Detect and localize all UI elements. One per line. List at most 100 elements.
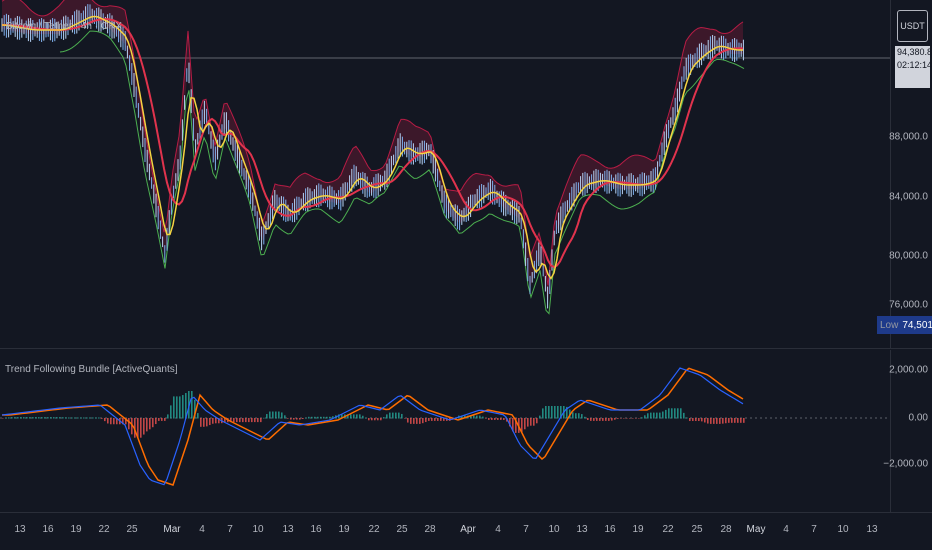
histogram-bar <box>302 418 304 420</box>
pane-separator[interactable] <box>0 348 932 349</box>
histogram-bar <box>395 412 397 419</box>
histogram-bar <box>155 418 157 425</box>
histogram-bar <box>539 415 541 419</box>
signal-line <box>2 367 744 486</box>
histogram-bar <box>728 418 730 423</box>
time-axis-label: Apr <box>460 524 476 535</box>
histogram-bar <box>695 418 697 422</box>
histogram-bar <box>197 413 199 419</box>
histogram-bar <box>224 418 226 423</box>
histogram-bar <box>56 417 58 419</box>
histogram-bar <box>341 414 343 419</box>
time-axis-label: 13 <box>866 524 878 535</box>
histogram-bar <box>443 418 445 421</box>
histogram-bar <box>182 395 184 419</box>
histogram-bar <box>98 417 100 419</box>
histogram-bar <box>392 412 394 419</box>
histogram-bar <box>50 417 52 419</box>
time-axis-label: 16 <box>310 524 322 535</box>
histogram-bar <box>434 418 436 421</box>
histogram-bar <box>113 418 115 425</box>
histogram-bar <box>584 416 586 419</box>
histogram-bar <box>299 418 301 420</box>
indicator-scale[interactable]: 2,000.00 0.00 −2,000.00 <box>883 350 932 512</box>
time-axis-label: 13 <box>282 524 294 535</box>
histogram-bar <box>323 416 325 419</box>
time-axis[interactable]: 13 16 19 22 25 Mar 4 7 10 13 16 19 22 25 28 Apr 4 7 10 13 16… <box>0 513 890 550</box>
histogram-bar <box>185 393 187 419</box>
histogram-bar <box>491 418 493 420</box>
histogram-bar <box>143 418 145 435</box>
histogram-bar <box>656 412 658 419</box>
histogram-bar <box>476 415 478 419</box>
histogram-bar <box>674 408 676 419</box>
histogram-bar <box>620 418 622 419</box>
histogram-bar <box>218 418 220 424</box>
histogram-bar <box>551 406 553 419</box>
histogram-bar <box>581 414 583 419</box>
histogram-bar <box>236 418 238 423</box>
histogram-bar <box>734 418 736 423</box>
histogram-bar <box>425 418 427 423</box>
histogram-bar <box>266 414 268 419</box>
histogram-bar <box>368 418 370 421</box>
histogram-bar <box>533 418 535 426</box>
histogram-bar <box>71 417 73 419</box>
histogram-bar <box>269 411 271 419</box>
histogram-bar <box>251 418 253 423</box>
histogram-bar <box>428 418 430 421</box>
histogram-bar <box>473 415 475 419</box>
price-chart-pane[interactable]: Bitcoin / Tether · 4h · OKX <box>0 0 890 348</box>
indicator-title[interactable]: Trend Following Bundle [ActiveQuants] <box>5 364 178 375</box>
histogram-bar <box>164 418 166 421</box>
histogram-bar <box>215 418 217 424</box>
histogram-bar <box>38 417 40 419</box>
histogram-bar <box>686 417 688 419</box>
histogram-bar <box>365 417 367 419</box>
histogram-bar <box>410 418 412 424</box>
currency-button[interactable]: USDT <box>897 10 928 42</box>
histogram-bar <box>632 418 634 419</box>
histogram-bar <box>440 418 442 421</box>
histogram-bar <box>350 414 352 419</box>
histogram-bar <box>317 416 319 419</box>
histogram-bar <box>587 418 589 420</box>
histogram-bar <box>371 418 373 421</box>
histogram-bar <box>416 418 418 424</box>
histogram-bar <box>128 418 130 430</box>
histogram-bar <box>245 418 247 423</box>
histogram-bar <box>158 418 160 421</box>
price-scale[interactable]: 88,000.0 84,000.0 80,000.0 76,000.0 <box>889 0 932 348</box>
symbol-title[interactable]: Bitcoin / Tether · 4h · OKX <box>6 21 122 32</box>
time-axis-label: 19 <box>70 524 82 535</box>
indicator-pane[interactable] <box>0 350 890 512</box>
histogram-bar <box>110 418 112 425</box>
histogram-bar <box>122 418 124 425</box>
histogram-bar <box>710 418 712 424</box>
histogram-bar <box>536 418 538 424</box>
time-axis-label: 13 <box>576 524 588 535</box>
time-axis-label: 22 <box>662 524 674 535</box>
histogram-bar <box>101 418 103 419</box>
histogram-bar <box>671 408 673 419</box>
histogram-bar <box>86 417 88 419</box>
histogram-bar <box>272 411 274 419</box>
time-axis-label: 16 <box>604 524 616 535</box>
histogram-bar <box>689 418 691 422</box>
histogram-bar <box>29 417 31 419</box>
histogram-bar <box>593 418 595 421</box>
time-axis-label: 4 <box>495 524 501 535</box>
indicator-canvas[interactable] <box>0 350 890 512</box>
time-axis-label: 28 <box>424 524 436 535</box>
histogram-bar <box>725 418 727 424</box>
time-axis-label: 7 <box>227 524 233 535</box>
price-tick: 76,000.0 <box>889 299 928 311</box>
histogram-bar <box>461 415 463 419</box>
histogram-bar <box>614 418 616 420</box>
histogram-bar <box>80 417 82 419</box>
bar-countdown: 02:12:14 <box>897 60 932 70</box>
histogram-bar <box>377 418 379 421</box>
histogram-bar <box>647 413 649 419</box>
histogram-bar <box>713 418 715 424</box>
price-chart-canvas[interactable] <box>0 0 890 348</box>
